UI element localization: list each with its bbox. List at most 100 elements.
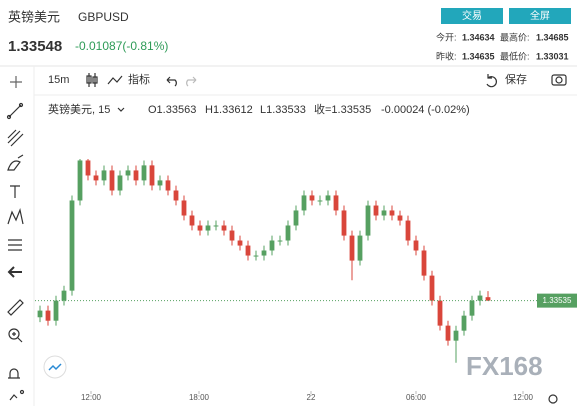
candle-body xyxy=(325,195,331,201)
stat-value: 1.34634 xyxy=(462,32,495,42)
price-change: -0.01087(-0.81%) xyxy=(75,39,168,53)
legend-high: H1.33612 xyxy=(205,104,253,116)
save-button[interactable]: 保存 xyxy=(505,72,527,86)
candle-body xyxy=(149,165,155,186)
undo-icon[interactable] xyxy=(166,76,177,87)
candle-body xyxy=(469,300,475,316)
candle-body xyxy=(125,170,131,176)
watermark: FX168 xyxy=(466,351,543,381)
legend-name: 英镑美元, 15 xyxy=(48,102,110,116)
stat-label: 最高价: xyxy=(500,31,530,42)
candle-body xyxy=(173,190,179,201)
candle-body xyxy=(221,225,227,231)
fullscreen-button-label[interactable]: 全屏 xyxy=(530,9,550,22)
legend-change: -0.00024 (-0.02%) xyxy=(381,104,470,116)
snapshot-icon[interactable] xyxy=(555,76,563,84)
candle-body xyxy=(37,310,43,318)
candle-body xyxy=(461,315,467,331)
last-price-label: 1.33535 xyxy=(543,296,572,305)
stat-label: 昨收: xyxy=(436,50,457,61)
candle-body xyxy=(309,195,315,201)
candle-body xyxy=(477,295,483,301)
candle-body xyxy=(317,200,323,202)
candle-body xyxy=(253,255,259,257)
stat-value: 1.34685 xyxy=(536,32,569,42)
candle-body xyxy=(45,310,51,321)
instrument-name: 英镑美元 xyxy=(8,9,60,24)
fullscreen-button[interactable] xyxy=(509,8,571,24)
interval-button[interactable]: 15m xyxy=(48,74,69,86)
candle-body xyxy=(213,225,219,227)
stat-label: 今开: xyxy=(436,31,457,42)
candle-body xyxy=(437,300,443,326)
logo-icon xyxy=(48,363,62,371)
indicator-icon[interactable] xyxy=(107,75,123,85)
candle-body xyxy=(53,300,59,321)
candle-body xyxy=(197,225,203,231)
candle-body xyxy=(237,240,243,246)
candle-body xyxy=(205,225,211,231)
drawing-tools[interactable] xyxy=(6,76,25,401)
candle-body xyxy=(269,240,275,251)
candle-body xyxy=(77,160,83,201)
settings-icon[interactable] xyxy=(548,394,558,404)
redo-icon[interactable] xyxy=(186,76,197,87)
candle-body xyxy=(349,235,355,261)
candle-body xyxy=(397,215,403,221)
trade-button-label[interactable]: 交易 xyxy=(462,9,482,22)
candle-body xyxy=(381,210,387,216)
current-price: 1.33548 xyxy=(8,38,62,55)
legend-low: L1.33533 xyxy=(260,104,306,116)
candle-body xyxy=(285,225,291,241)
chart-type-icon[interactable] xyxy=(86,73,98,87)
candle-body xyxy=(453,330,459,341)
trade-button[interactable] xyxy=(441,8,503,24)
candle-body xyxy=(405,220,411,241)
legend-open: O1.33563 xyxy=(148,104,196,116)
indicator-button[interactable]: 指标 xyxy=(128,72,150,86)
candle-body xyxy=(341,210,347,236)
candle-body xyxy=(157,180,163,186)
legend-close: 收=1.33535 xyxy=(314,102,371,116)
candle-body xyxy=(293,210,299,226)
save-icon[interactable] xyxy=(486,74,497,88)
stat-value: 1.34635 xyxy=(462,51,495,61)
candle-body xyxy=(245,245,251,256)
x-tick-label: 12:00 xyxy=(513,393,534,402)
candle-body xyxy=(421,250,427,276)
candle-body xyxy=(229,230,235,241)
snapshot-icon[interactable] xyxy=(551,74,567,86)
stat-label: 最低价: xyxy=(500,50,530,61)
candle-body xyxy=(93,175,99,181)
candle-body xyxy=(389,210,395,216)
candle-body xyxy=(301,195,307,211)
candle-body xyxy=(85,160,91,176)
last-price-box xyxy=(537,293,577,308)
x-tick-label: 22 xyxy=(307,393,316,402)
candle-body xyxy=(445,325,451,341)
stat-value: 1.33031 xyxy=(536,51,569,61)
candle-body xyxy=(69,200,75,291)
candle-body xyxy=(485,297,491,301)
candle-body xyxy=(61,290,67,301)
candle-body xyxy=(133,170,139,181)
candle-body xyxy=(181,200,187,216)
candle-body xyxy=(189,215,195,226)
candle-body xyxy=(333,195,339,211)
x-tick-label: 18:00 xyxy=(189,393,210,402)
legend-toggle[interactable] xyxy=(117,107,125,112)
x-tick-label: 06:00 xyxy=(406,393,427,402)
candle-body xyxy=(101,170,107,181)
candle-body xyxy=(277,240,283,242)
candle-body xyxy=(365,205,371,236)
x-tick-label: 12:00 xyxy=(81,393,102,402)
candle-body xyxy=(429,275,435,301)
candle-body xyxy=(261,250,267,256)
candle-body xyxy=(165,180,171,191)
candle-body xyxy=(109,170,115,191)
instrument-symbol: GBPUSD xyxy=(78,10,129,24)
candle-body xyxy=(373,205,379,216)
candle-body xyxy=(413,240,419,251)
